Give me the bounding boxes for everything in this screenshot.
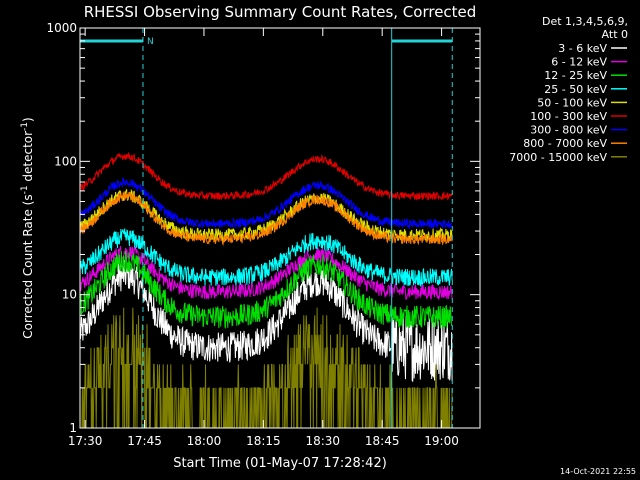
legend-header-line-1: Det 1,3,4,5,6,9, xyxy=(542,15,628,28)
legend-label: 25 - 50 keV xyxy=(544,83,607,96)
legend-label: 6 - 12 keV xyxy=(551,56,607,69)
x-axis-label: Start Time (01-May-07 17:28:42) xyxy=(173,456,387,471)
series-line-1 xyxy=(79,260,453,383)
legend-header-line-2: Att 0 xyxy=(602,28,628,41)
x-tick-label: 17:30 xyxy=(68,434,103,448)
night-marker: N xyxy=(147,37,154,47)
series-line-9 xyxy=(80,307,453,429)
legend-label: 3 - 6 keV xyxy=(558,42,607,55)
x-tick-label: 18:15 xyxy=(246,434,281,448)
legend-label: 50 - 100 keV xyxy=(537,96,607,109)
series-line-8 xyxy=(79,191,453,247)
legend-label: 100 - 300 keV xyxy=(530,110,607,123)
series-line-2 xyxy=(79,246,453,301)
series-line-6 xyxy=(79,152,453,201)
y-axis-label: Corrected Count Rate (s-1 detector-1) xyxy=(20,117,35,338)
series-line-4 xyxy=(79,228,453,288)
chart-title: RHESSI Observing Summary Count Rates, Co… xyxy=(84,3,477,21)
x-tick-label: 17:45 xyxy=(127,434,162,448)
series-line-7 xyxy=(79,177,453,230)
legend-label: 12 - 25 keV xyxy=(544,69,607,82)
x-tick-label: 18:45 xyxy=(365,434,400,448)
series-line-5 xyxy=(79,188,453,244)
y-tick-label: 10 xyxy=(62,288,77,302)
x-tick-label: 18:00 xyxy=(187,434,222,448)
legend-label: 7000 - 15000 keV xyxy=(509,151,607,164)
x-tick-label: 19:00 xyxy=(424,434,459,448)
legend-label: 800 - 7000 keV xyxy=(523,137,607,150)
y-tick-label: 1 xyxy=(69,421,77,435)
footer-timestamp: 14-Oct-2021 22:55 xyxy=(560,467,636,476)
y-tick-label: 100 xyxy=(54,154,77,168)
axes: 17:30 17:45 18:00 18:15 18:30 18:45 19:00 1 10 10… xyxy=(46,21,480,448)
x-tick-label: 18:30 xyxy=(305,434,340,448)
series-layer xyxy=(79,152,453,429)
plot-frame xyxy=(79,27,481,429)
y-tick-label: 1000 xyxy=(46,21,77,35)
legend-label: 300 - 800 keV xyxy=(530,124,607,137)
series-line-3 xyxy=(79,250,453,329)
